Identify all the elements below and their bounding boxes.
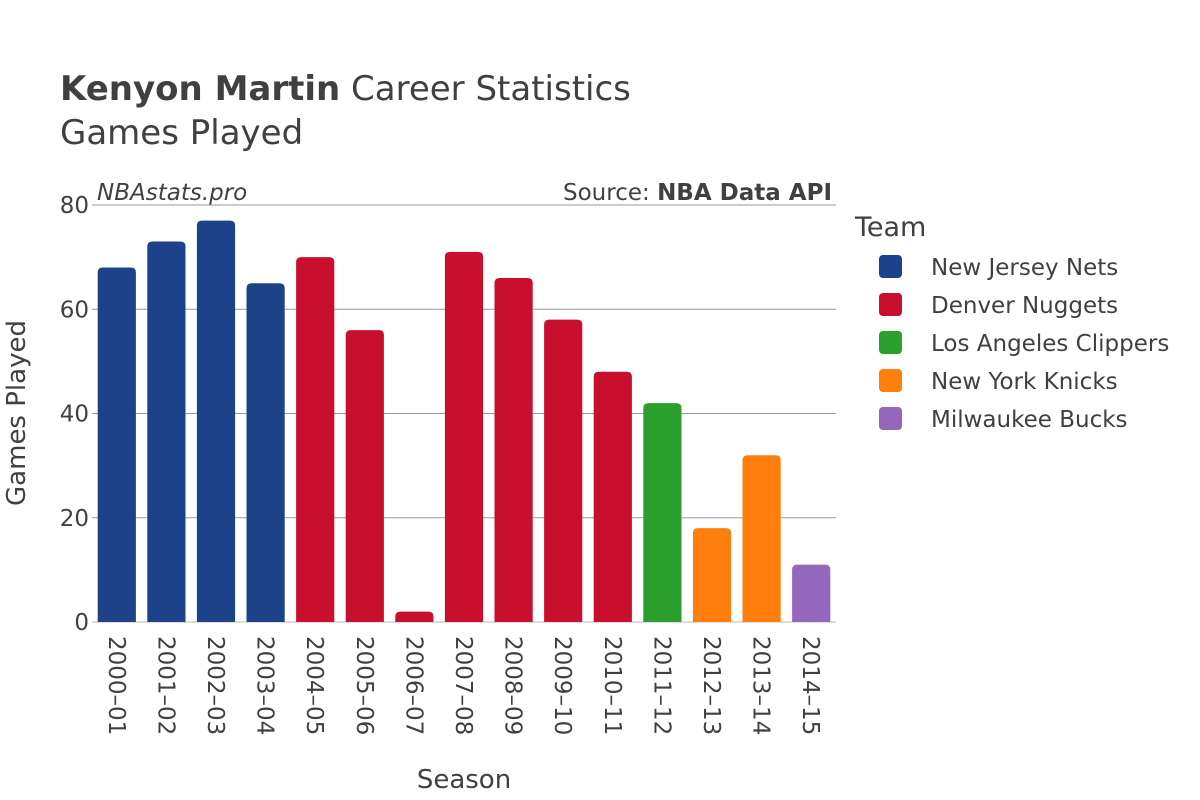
site-credit: NBAstats.pro — [97, 180, 247, 206]
x-tick-label: 2000–01 — [103, 636, 129, 735]
bar-2005–06 — [345, 330, 384, 622]
x-tick-label: 2004–05 — [301, 636, 327, 735]
x-tick-label: 2013–14 — [748, 636, 774, 735]
bar-2002–03 — [196, 220, 236, 622]
y-tick-labels: 0 20 40 60 80 — [60, 193, 89, 636]
legend-swatch — [879, 255, 902, 278]
legend-label: Milwaukee Bucks — [931, 407, 1128, 433]
y-tick-label: 40 — [60, 402, 89, 428]
x-tick-label: 2007–08 — [450, 636, 476, 735]
x-tick-label: 2012–13 — [698, 636, 724, 735]
y-tick-label: 80 — [60, 193, 89, 219]
chart-title-player: Kenyon Martin — [60, 69, 340, 109]
source-name: NBA Data API — [657, 180, 832, 206]
x-tick-labels: 2000–01 2001–02 2002–03 2003–04 2004–05 2005–… — [103, 636, 823, 735]
x-tick-label: 2011–12 — [648, 636, 674, 735]
bar-2008–09 — [494, 277, 533, 622]
bar-2014–15 — [792, 564, 831, 622]
x-tick-label: 2003–04 — [252, 636, 278, 735]
chart-title-rest: Career Statistics — [340, 69, 631, 109]
bars — [97, 220, 831, 623]
y-axis-title: Games Played — [2, 320, 32, 506]
bar-2001–02 — [147, 241, 186, 623]
x-tick-label: 2005–06 — [351, 636, 377, 735]
source-prefix: Source: — [563, 180, 657, 206]
chart-title: Kenyon Martin Career Statistics — [60, 69, 631, 109]
source-credit: Source: NBA Data API — [563, 180, 832, 206]
bar-2006–07 — [395, 611, 434, 622]
bar-2000–01 — [97, 267, 136, 622]
x-tick-label: 2014–15 — [797, 636, 823, 735]
bar-2013–14 — [742, 455, 781, 622]
chart-subtitle: Games Played — [60, 113, 303, 153]
x-tick-label: 2009–10 — [549, 636, 575, 735]
x-tick-label: 2008–09 — [500, 636, 526, 735]
x-tick-label: 2010–11 — [599, 636, 625, 735]
legend-label: Los Angeles Clippers — [931, 331, 1169, 357]
bar-2011–12 — [643, 403, 682, 622]
legend-label: New York Knicks — [931, 369, 1118, 395]
legend-swatch — [879, 407, 902, 430]
bar-2004–05 — [296, 257, 335, 622]
y-tick-label: 60 — [60, 297, 89, 323]
bar-2007–08 — [444, 251, 484, 622]
legend-label: Denver Nuggets — [931, 293, 1118, 319]
x-axis-title: Season — [417, 765, 511, 795]
legend-swatch — [879, 331, 902, 354]
bar-2003–04 — [246, 283, 285, 622]
bar-2012–13 — [692, 528, 732, 622]
x-tick-label: 2006–07 — [400, 636, 426, 735]
y-tick-label: 0 — [74, 610, 89, 636]
bar-2009–10 — [544, 319, 583, 622]
legend-swatch — [879, 369, 902, 392]
legend: New Jersey Nets Denver Nuggets Los Angeles… — [879, 255, 1169, 433]
bar-2010–11 — [593, 371, 632, 622]
legend-swatch — [879, 293, 902, 316]
legend-title: Team — [854, 212, 926, 243]
x-tick-label: 2002–03 — [202, 636, 228, 735]
x-tick-label: 2001–02 — [152, 636, 178, 735]
legend-label: New Jersey Nets — [931, 255, 1118, 281]
y-tick-label: 20 — [60, 506, 89, 532]
